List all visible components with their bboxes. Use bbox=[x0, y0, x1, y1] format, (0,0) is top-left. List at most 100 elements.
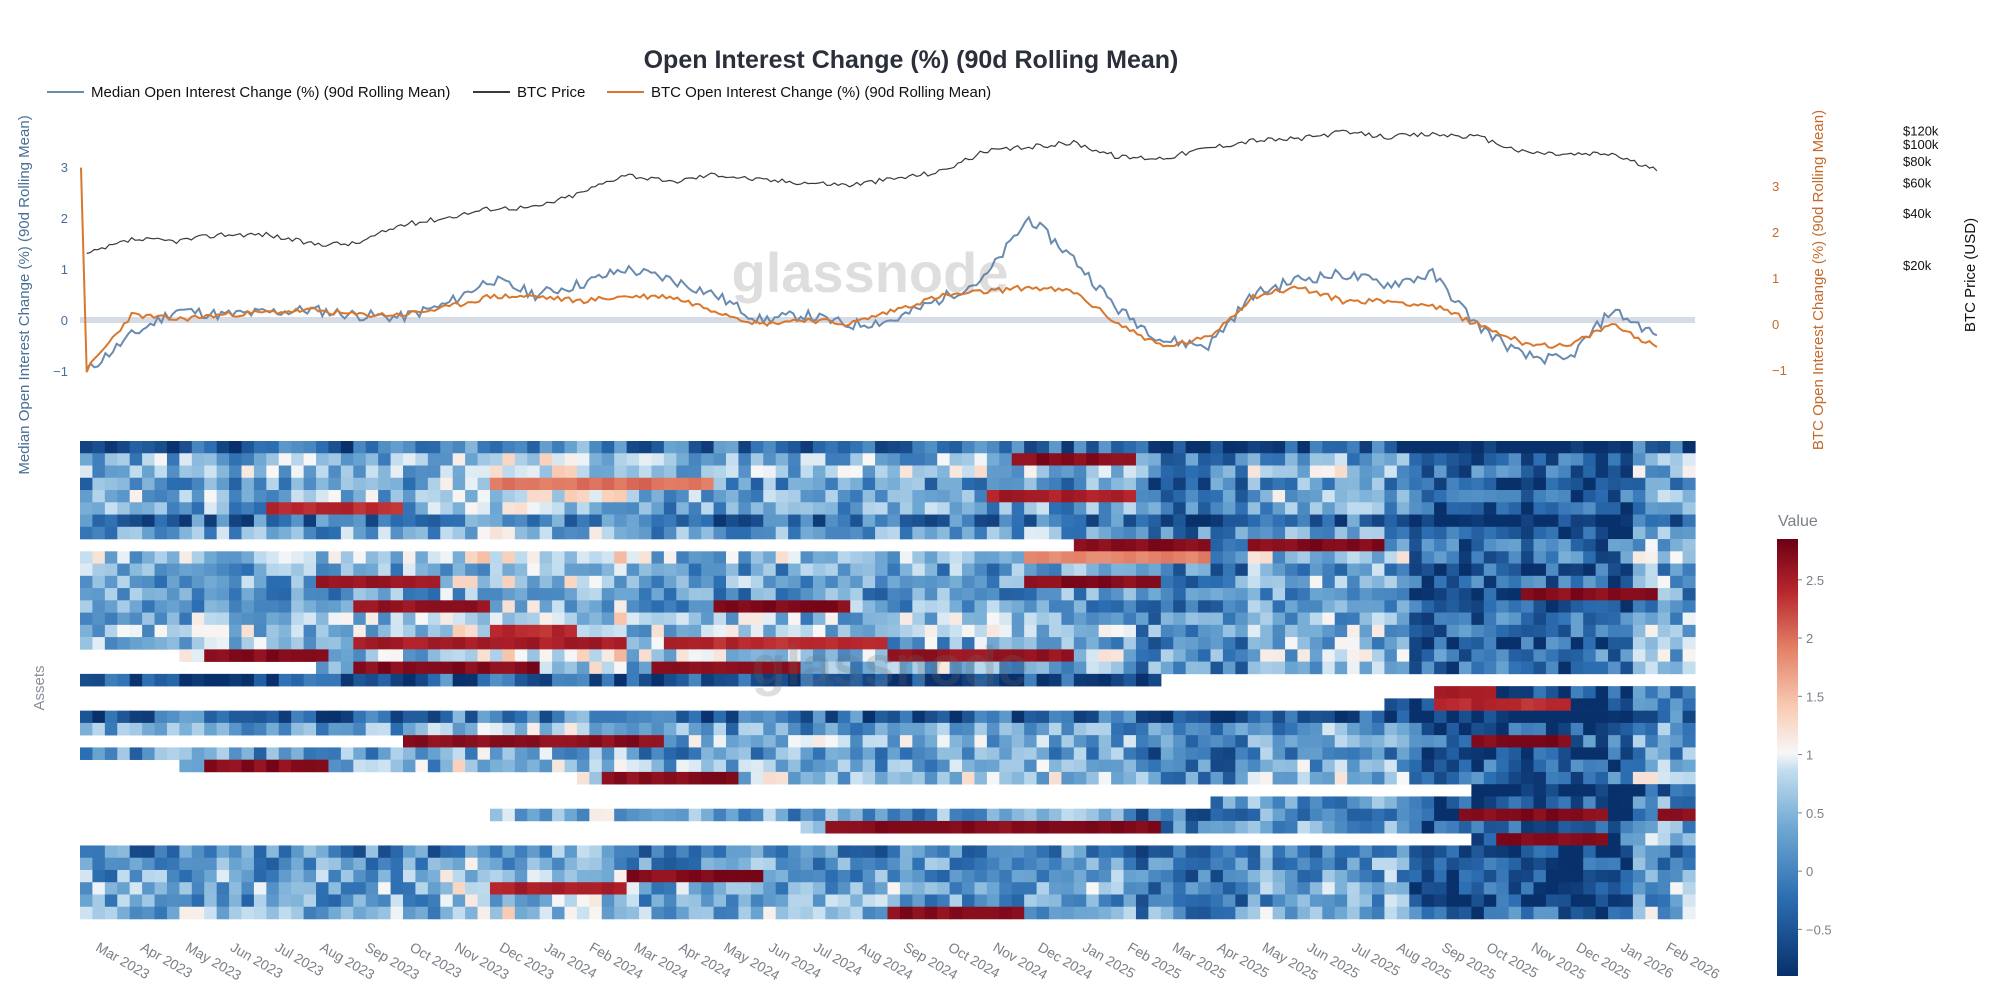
heatmap-cell bbox=[1011, 649, 1025, 662]
heatmap-cell bbox=[1508, 845, 1522, 859]
heatmap-cell bbox=[427, 710, 441, 724]
heatmap-cell bbox=[1483, 502, 1497, 515]
heatmap-cell bbox=[1086, 845, 1100, 859]
heatmap-cell bbox=[1446, 845, 1460, 859]
heatmap-cell bbox=[1086, 539, 1100, 552]
heatmap-cell bbox=[1458, 539, 1472, 552]
heatmap-cell bbox=[1409, 894, 1423, 908]
heatmap-cell bbox=[887, 612, 901, 626]
heatmap-cell bbox=[626, 894, 640, 908]
heatmap-cell bbox=[750, 588, 764, 601]
heatmap-cell bbox=[1545, 820, 1559, 834]
heatmap-cell bbox=[949, 673, 963, 687]
heatmap-cell bbox=[489, 759, 503, 773]
heatmap-cell bbox=[601, 845, 615, 859]
heatmap-cell bbox=[340, 882, 354, 895]
heatmap-cell bbox=[1061, 612, 1075, 626]
heatmap-cell bbox=[353, 490, 367, 503]
heatmap-cell bbox=[1160, 894, 1174, 908]
heatmap-cell bbox=[1036, 551, 1050, 564]
heatmap-cell bbox=[241, 722, 255, 736]
heatmap-cell bbox=[974, 820, 988, 834]
heatmap-cell bbox=[937, 845, 951, 859]
heatmap-cell bbox=[241, 563, 255, 577]
heatmap-cell bbox=[626, 490, 640, 503]
heatmap-cell bbox=[1198, 808, 1212, 822]
heatmap-cell bbox=[1570, 539, 1584, 552]
heatmap-cell bbox=[1334, 649, 1348, 662]
heatmap-cell bbox=[527, 588, 541, 601]
heatmap-cell bbox=[999, 661, 1013, 675]
heatmap-cell bbox=[986, 771, 1000, 785]
heatmap-cell bbox=[266, 575, 280, 589]
heatmap-cell bbox=[1620, 551, 1634, 564]
heatmap-cell bbox=[713, 808, 727, 822]
heatmap-cell bbox=[949, 722, 963, 736]
heatmap-cell bbox=[1657, 710, 1671, 724]
heatmap-cell bbox=[154, 869, 168, 883]
heatmap-cell bbox=[1173, 453, 1187, 466]
heatmap-cell bbox=[1135, 637, 1149, 650]
heatmap-cell bbox=[1409, 698, 1423, 711]
heatmap-cell bbox=[1148, 894, 1162, 908]
heatmap-cell bbox=[949, 894, 963, 908]
heatmap-cell bbox=[576, 551, 590, 564]
heatmap-cell bbox=[1123, 857, 1137, 871]
heatmap-cell bbox=[154, 563, 168, 577]
heatmap-cell bbox=[924, 735, 938, 748]
heatmap-cell bbox=[701, 649, 715, 662]
heatmap-cell bbox=[937, 477, 951, 491]
heatmap-cell bbox=[1049, 771, 1063, 785]
heatmap-cell bbox=[1657, 624, 1671, 638]
heatmap-cell bbox=[1185, 490, 1199, 503]
heatmap-cell bbox=[390, 624, 404, 638]
heatmap-cell bbox=[1359, 441, 1373, 454]
heatmap-cell bbox=[477, 563, 491, 577]
heatmap-cell bbox=[1384, 698, 1398, 711]
heatmap-cell bbox=[639, 747, 653, 760]
heatmap-cell bbox=[303, 514, 317, 528]
heatmap-cell bbox=[1595, 747, 1609, 760]
heatmap-cell bbox=[800, 477, 814, 491]
heatmap-cell bbox=[328, 514, 342, 528]
heatmap-cell bbox=[688, 551, 702, 564]
heatmap-cell bbox=[117, 722, 131, 736]
heatmap-cell bbox=[887, 588, 901, 601]
heatmap-row bbox=[80, 502, 1696, 515]
heatmap-cell bbox=[962, 563, 976, 577]
heatmap-cell bbox=[179, 637, 193, 650]
heatmap-cell bbox=[738, 612, 752, 626]
heatmap-cell bbox=[1135, 661, 1149, 675]
heatmap-cell bbox=[862, 637, 876, 650]
heatmap-cell bbox=[986, 563, 1000, 577]
heatmap-cell bbox=[92, 514, 106, 528]
heatmap-cell bbox=[1533, 441, 1547, 454]
heatmap-cell bbox=[1421, 600, 1435, 613]
heatmap-cell bbox=[117, 894, 131, 908]
heatmap-cell bbox=[1570, 906, 1584, 920]
heatmap-cell bbox=[291, 588, 305, 601]
heatmap-cell bbox=[1372, 465, 1386, 479]
heatmap-cell bbox=[576, 845, 590, 859]
heatmap-cell bbox=[1309, 600, 1323, 613]
heatmap-cell bbox=[1583, 771, 1597, 785]
heatmap-cell bbox=[564, 710, 578, 724]
heatmap-cell bbox=[1260, 637, 1274, 650]
heatmap-cell bbox=[589, 747, 603, 760]
heatmap-cell bbox=[142, 869, 156, 883]
heatmap-cell bbox=[1160, 453, 1174, 466]
heatmap-cell bbox=[328, 906, 342, 920]
heatmap-cell bbox=[1334, 551, 1348, 564]
heatmap-cell bbox=[1645, 551, 1659, 564]
heatmap-cell bbox=[775, 759, 789, 773]
heatmap-cell bbox=[1285, 796, 1299, 809]
heatmap-cell bbox=[626, 612, 640, 626]
heatmap-cell bbox=[1545, 490, 1559, 503]
heatmap-cell bbox=[1309, 759, 1323, 773]
heatmap-cell bbox=[812, 857, 826, 871]
heatmap-cell bbox=[1322, 490, 1336, 503]
heatmap-cell bbox=[788, 588, 802, 601]
heatmap-cell bbox=[1682, 735, 1696, 748]
heatmap-cell bbox=[241, 514, 255, 528]
heatmap-cell bbox=[1421, 722, 1435, 736]
